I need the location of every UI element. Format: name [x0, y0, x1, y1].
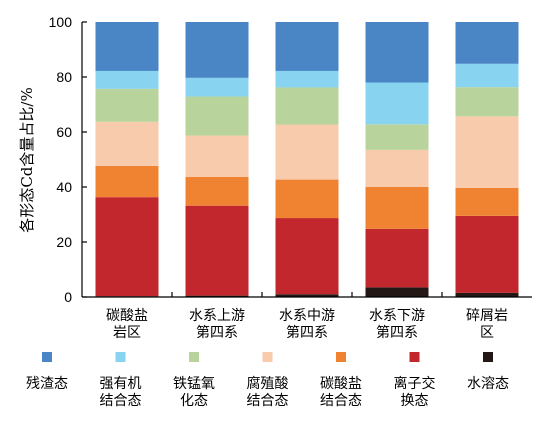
- y-tick-label-80: 80: [56, 69, 72, 85]
- category-label-3-1: 第四系: [376, 324, 418, 341]
- bar-segment-2-0: [275, 294, 339, 297]
- y-tick-label-0: 0: [64, 289, 72, 305]
- bar-segment-4-5: [455, 63, 519, 88]
- legend-label-1-0: 强有机: [100, 376, 142, 392]
- bar-segment-2-5: [275, 70, 339, 88]
- legend-label-3-0: 腐殖酸: [247, 375, 289, 392]
- legend-label-3-1: 结合态: [247, 393, 289, 409]
- category-label-4-1: 区: [480, 325, 494, 341]
- category-label-1-1: 第四系: [196, 324, 238, 341]
- y-axis-label: 各形态Cd含量占比/%: [18, 87, 36, 232]
- bar-segment-1-2: [185, 176, 249, 206]
- bar-segment-0-5: [95, 70, 159, 89]
- legend-label-2-0: 铁锰氧: [173, 376, 215, 392]
- bar-segment-2-6: [275, 22, 339, 71]
- bar-segment-4-6: [455, 22, 519, 64]
- legend-swatch-6: [483, 352, 493, 362]
- legend-swatch-4: [336, 352, 346, 362]
- bar-segment-1-0: [185, 295, 249, 298]
- bar-segment-3-2: [365, 187, 429, 229]
- bar-segment-3-0: [365, 287, 429, 298]
- bar-segment-3-3: [365, 149, 429, 188]
- y-tick-label-100: 100: [49, 14, 73, 30]
- bar-segment-3-6: [365, 22, 429, 83]
- legend-label-1-1: 结合态: [100, 393, 142, 409]
- bar-segment-2-4: [275, 87, 339, 125]
- bar-segment-0-3: [95, 121, 159, 166]
- axes-layer: 0 20 40 60 80 100: [49, 14, 532, 305]
- legend-label-0-0: 残渣态: [26, 376, 68, 392]
- bar-segment-0-4: [95, 88, 159, 122]
- category-label-2-1: 第四系: [286, 324, 328, 341]
- bar-segment-1-6: [185, 22, 249, 78]
- category-label-4-0: 碎屑岩: [466, 308, 508, 324]
- bar-segment-0-1: [95, 197, 159, 297]
- y-tick-label-60: 60: [56, 124, 72, 140]
- legend-label-4-0: 碳酸盐: [320, 376, 362, 392]
- legend-label-5-0: 离子交: [394, 375, 436, 392]
- legend-label-4-1: 结合态: [320, 393, 362, 409]
- bar-segment-3-5: [365, 82, 429, 125]
- bar-segment-2-1: [275, 218, 339, 295]
- legend-swatch-5: [409, 352, 420, 362]
- bar-segment-4-3: [455, 116, 519, 188]
- bar-segment-4-0: [455, 292, 519, 298]
- category-label-1-0: 水系上游: [189, 308, 245, 324]
- y-tick-label-20: 20: [56, 234, 72, 250]
- bar-segment-1-3: [185, 135, 249, 177]
- category-label-2-0: 水系中游: [279, 308, 335, 324]
- legend-swatch-0: [42, 352, 52, 362]
- category-label-3-0: 水系下游: [369, 308, 425, 324]
- legend-swatch-2: [189, 352, 199, 362]
- legend-label-5-1: 换态: [401, 392, 429, 409]
- category-label-0-0: 碳酸盐: [106, 308, 148, 324]
- bar-segment-3-1: [365, 228, 429, 288]
- legend-label-6-0: 水溶态: [467, 376, 509, 392]
- bar-segment-0-2: [95, 165, 159, 198]
- bar-segment-4-1: [455, 215, 519, 293]
- bar-segment-4-4: [455, 87, 519, 117]
- bar-segment-3-4: [365, 124, 429, 150]
- bars-layer: [95, 22, 519, 298]
- bar-segment-4-2: [455, 187, 519, 216]
- legend-label-2-1: 化态: [180, 393, 208, 409]
- bar-segment-0-6: [95, 22, 159, 71]
- legend-swatch-1: [115, 352, 126, 362]
- category-label-0-1: 岩区: [113, 325, 141, 341]
- bar-segment-1-4: [185, 96, 249, 136]
- y-tick-label-40: 40: [56, 179, 72, 195]
- bar-segment-2-2: [275, 179, 339, 219]
- bar-segment-2-3: [275, 124, 339, 180]
- bar-segment-1-5: [185, 77, 249, 97]
- bar-segment-1-1: [185, 205, 249, 296]
- legend-swatch-3: [262, 352, 273, 362]
